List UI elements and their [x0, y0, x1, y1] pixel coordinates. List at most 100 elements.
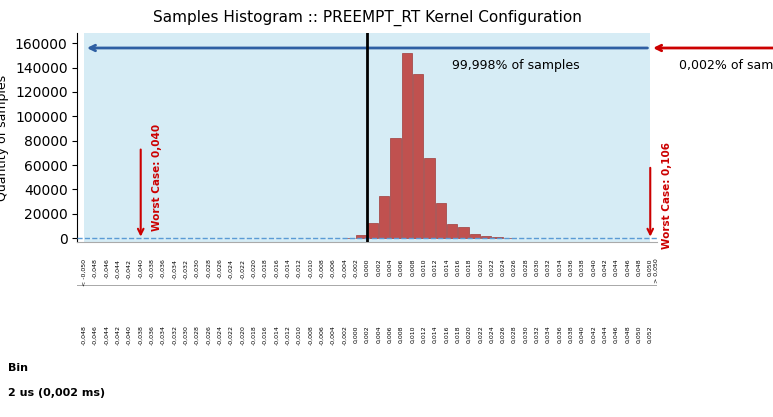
Text: 0,032: 0,032: [546, 259, 551, 276]
Text: -0,036: -0,036: [149, 325, 155, 345]
Bar: [481, 236, 492, 238]
Text: 0,014: 0,014: [444, 259, 449, 276]
Text: 0,002: 0,002: [376, 259, 381, 276]
Text: -0,006: -0,006: [331, 259, 335, 278]
Text: 0,026: 0,026: [512, 259, 517, 276]
Text: 0,028: 0,028: [512, 325, 517, 343]
Text: 0,010: 0,010: [421, 259, 426, 276]
Text: -0,026: -0,026: [206, 325, 211, 345]
Text: 0,004: 0,004: [376, 325, 381, 343]
Text: -0,042: -0,042: [116, 325, 121, 345]
Bar: [356, 234, 366, 238]
Text: 0,044: 0,044: [602, 325, 608, 343]
Text: 0,026: 0,026: [501, 325, 506, 343]
Text: -0,028: -0,028: [195, 325, 200, 345]
Text: 0,050: 0,050: [636, 325, 642, 343]
Text: -0,040: -0,040: [138, 259, 143, 279]
Text: -0,048: -0,048: [82, 325, 87, 345]
Text: 0,022: 0,022: [478, 325, 483, 343]
Text: 2 us (0,002 ms): 2 us (0,002 ms): [8, 388, 105, 398]
Text: 0,008: 0,008: [399, 325, 404, 343]
Text: -0,030: -0,030: [183, 325, 189, 345]
Text: -0,040: -0,040: [127, 325, 132, 345]
Text: 0,012: 0,012: [421, 325, 426, 343]
Y-axis label: Quantity of samples: Quantity of samples: [0, 75, 9, 201]
Text: -0,032: -0,032: [172, 325, 177, 345]
Text: -0,024: -0,024: [217, 325, 223, 345]
Text: 0,000: 0,000: [365, 259, 369, 276]
Text: 0,036: 0,036: [568, 259, 574, 276]
Text: 0,034: 0,034: [546, 325, 551, 343]
Text: -0,012: -0,012: [297, 259, 301, 279]
Text: 0,018: 0,018: [467, 259, 472, 276]
Text: -0,026: -0,026: [217, 259, 223, 279]
Text: 0,042: 0,042: [602, 259, 608, 276]
Text: 0,006: 0,006: [387, 325, 393, 343]
Text: 0,024: 0,024: [501, 259, 506, 276]
Text: 0,048: 0,048: [625, 325, 630, 343]
Text: 99,998% of samples: 99,998% of samples: [452, 59, 580, 72]
Text: 0,032: 0,032: [534, 325, 540, 343]
Text: 0,034: 0,034: [557, 259, 562, 276]
Text: -0,014: -0,014: [285, 259, 291, 279]
Text: 0,030: 0,030: [523, 325, 528, 343]
Text: 0,002% of samples: 0,002% of samples: [679, 59, 773, 72]
Text: 0,038: 0,038: [580, 259, 585, 276]
Text: 0,052: 0,052: [648, 325, 652, 343]
Text: 0,020: 0,020: [467, 325, 472, 343]
Bar: [390, 138, 400, 238]
Text: -0,048: -0,048: [93, 259, 98, 279]
Text: -0,006: -0,006: [319, 325, 325, 345]
Title: Samples Histogram :: PREEMPT_RT Kernel Configuration: Samples Histogram :: PREEMPT_RT Kernel C…: [153, 10, 581, 26]
Bar: [379, 196, 390, 238]
Text: 0,044: 0,044: [614, 259, 618, 276]
Text: 0,004: 0,004: [387, 259, 393, 276]
Text: 0,016: 0,016: [444, 325, 449, 343]
Text: Bin: Bin: [8, 363, 28, 373]
Text: 0,036: 0,036: [557, 325, 562, 343]
Text: -0,018: -0,018: [251, 325, 257, 345]
Text: -0,042: -0,042: [127, 259, 132, 279]
Text: 0,006: 0,006: [399, 259, 404, 276]
Text: 0,022: 0,022: [489, 259, 494, 276]
Text: 0,008: 0,008: [410, 259, 415, 276]
Text: -0,022: -0,022: [240, 259, 245, 279]
Text: -0,034: -0,034: [161, 325, 166, 345]
Text: 0,002: 0,002: [365, 325, 369, 343]
Text: -0,016: -0,016: [274, 259, 279, 278]
Text: 0,014: 0,014: [433, 325, 438, 343]
Text: -0,020: -0,020: [240, 325, 245, 345]
Text: -0,038: -0,038: [138, 325, 143, 345]
Text: Worst Case: 0,106: Worst Case: 0,106: [662, 142, 672, 249]
Text: -0,014: -0,014: [274, 325, 279, 345]
Text: -0,046: -0,046: [104, 259, 109, 279]
Text: 0,000: 0,000: [353, 325, 359, 343]
Text: -0,022: -0,022: [229, 325, 233, 345]
Text: -0,032: -0,032: [183, 259, 189, 279]
Text: -0,002: -0,002: [342, 325, 347, 345]
Bar: [492, 237, 502, 238]
Bar: [435, 203, 446, 238]
Text: 0,046: 0,046: [625, 259, 630, 276]
Bar: [469, 234, 480, 238]
Text: 0,040: 0,040: [591, 259, 596, 276]
Text: -0,020: -0,020: [251, 259, 257, 279]
Text: -0,012: -0,012: [285, 325, 291, 345]
Text: -0,008: -0,008: [308, 325, 313, 345]
Bar: [413, 73, 424, 238]
Text: -0,044: -0,044: [104, 325, 109, 345]
Text: -0,010: -0,010: [308, 259, 313, 278]
Bar: [458, 227, 468, 238]
Bar: [402, 53, 412, 238]
Text: -0,030: -0,030: [195, 259, 200, 279]
Text: -0,024: -0,024: [229, 259, 233, 279]
Text: 0,020: 0,020: [478, 259, 483, 276]
Text: -0,046: -0,046: [93, 325, 98, 345]
Text: 0,018: 0,018: [455, 325, 460, 343]
Text: -0,034: -0,034: [172, 259, 177, 279]
Bar: [368, 223, 378, 238]
Text: -0,010: -0,010: [297, 325, 301, 345]
Text: -0,038: -0,038: [149, 259, 155, 279]
Bar: [424, 158, 434, 238]
Text: -0,002: -0,002: [353, 259, 359, 279]
